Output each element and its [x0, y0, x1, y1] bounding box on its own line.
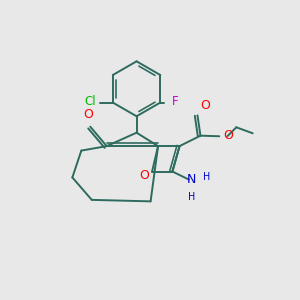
- Text: O: O: [140, 169, 150, 182]
- Text: F: F: [172, 94, 179, 107]
- Text: Cl: Cl: [85, 94, 96, 107]
- Text: H: H: [203, 172, 210, 182]
- Text: O: O: [83, 108, 93, 121]
- Text: N: N: [187, 173, 196, 186]
- Text: H: H: [188, 192, 195, 203]
- Text: O: O: [200, 99, 210, 112]
- Text: O: O: [223, 129, 233, 142]
